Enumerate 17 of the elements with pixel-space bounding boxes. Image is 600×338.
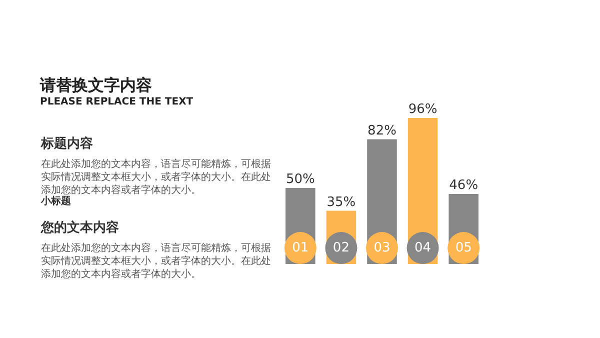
x-tick-label: 02 [332,240,350,256]
text: 在此处添加您的文本内容，语言尽可能精炼，可根据实际情况调整文本框大小，或者字体的大小。在此处添加您的文本内容或者字体的大小。 [41,158,271,196]
data-label: 82% [368,123,396,138]
data-label: 96% [408,102,438,117]
data-label: 35% [326,194,356,210]
text: 在此处添加您的文本内容，语言尽可能精炼，可根据实际情况调整文本框大小，或者字体的大小。在此处添加您的文本内容或者字体的大小。 [41,242,271,280]
x-tick-label: 04 [414,240,432,256]
text: 您的文本内容 [40,220,119,236]
x-tick-label: 01 [292,240,309,256]
data-label: 50% [286,172,315,187]
text: 标题内容 [40,136,93,152]
x-tick-label: 03 [374,240,390,256]
x-tick-label: 05 [455,240,472,256]
text: 小标题 [40,195,71,207]
text: 请替换文字内容 [39,76,152,94]
text: PLEASE REPLACE THE TEXT [40,96,194,108]
data-label: 46% [449,178,478,194]
